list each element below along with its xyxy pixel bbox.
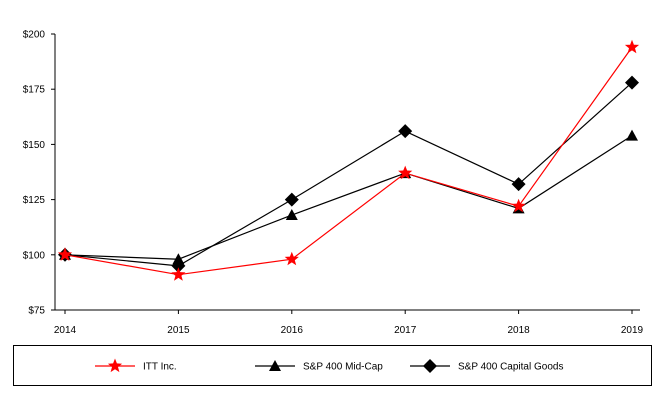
legend-marker-s-p-400-mid-cap	[269, 360, 281, 371]
data-point-itt-inc	[57, 247, 73, 261]
series-line-itt-inc	[64, 46, 633, 276]
legend-label-s-p-400-mid-cap: S&P 400 Mid-Cap	[303, 362, 383, 373]
y-tick-label: $125	[23, 195, 46, 206]
y-tick-label: $150	[23, 140, 46, 151]
y-tick-label: $200	[23, 30, 46, 41]
data-point-itt-inc	[624, 39, 640, 54]
data-point-s-p-400-mid-cap	[285, 209, 298, 221]
data-point-itt-inc	[284, 251, 299, 266]
legend-label-s-p-400-capital-goods: S&P 400 Capital Goods	[458, 362, 563, 373]
series-line-s-p-400-mid-cap	[64, 135, 633, 260]
data-point-itt-inc	[511, 198, 526, 213]
data-point-s-p-400-capital-goods	[625, 75, 639, 90]
x-tick-label: 2018	[507, 325, 530, 336]
series-line-s-p-400-capital-goods	[64, 82, 633, 267]
data-point-s-p-400-capital-goods	[398, 124, 413, 139]
data-point-itt-inc	[171, 267, 186, 281]
legend-marker-s-p-400-capital-goods	[423, 359, 437, 373]
x-tick-label: 2014	[54, 325, 77, 336]
legend-marker-itt-inc	[107, 358, 123, 373]
legend-box	[13, 345, 652, 386]
x-tick-label: 2017	[394, 325, 417, 336]
data-point-s-p-400-mid-cap	[626, 129, 638, 141]
x-tick-label: 2019	[621, 325, 644, 336]
x-tick-label: 2015	[167, 325, 190, 336]
x-tick-label: 2016	[281, 325, 304, 336]
y-tick-label: $175	[23, 85, 46, 96]
data-point-s-p-400-mid-cap	[172, 253, 185, 265]
y-tick-label: $75	[28, 306, 45, 317]
data-point-s-p-400-capital-goods	[511, 177, 526, 192]
y-tick-label: $100	[23, 250, 46, 261]
data-point-s-p-400-capital-goods	[284, 192, 299, 207]
data-point-itt-inc	[398, 165, 413, 180]
legend-label-itt-inc: ITT Inc.	[143, 362, 177, 373]
